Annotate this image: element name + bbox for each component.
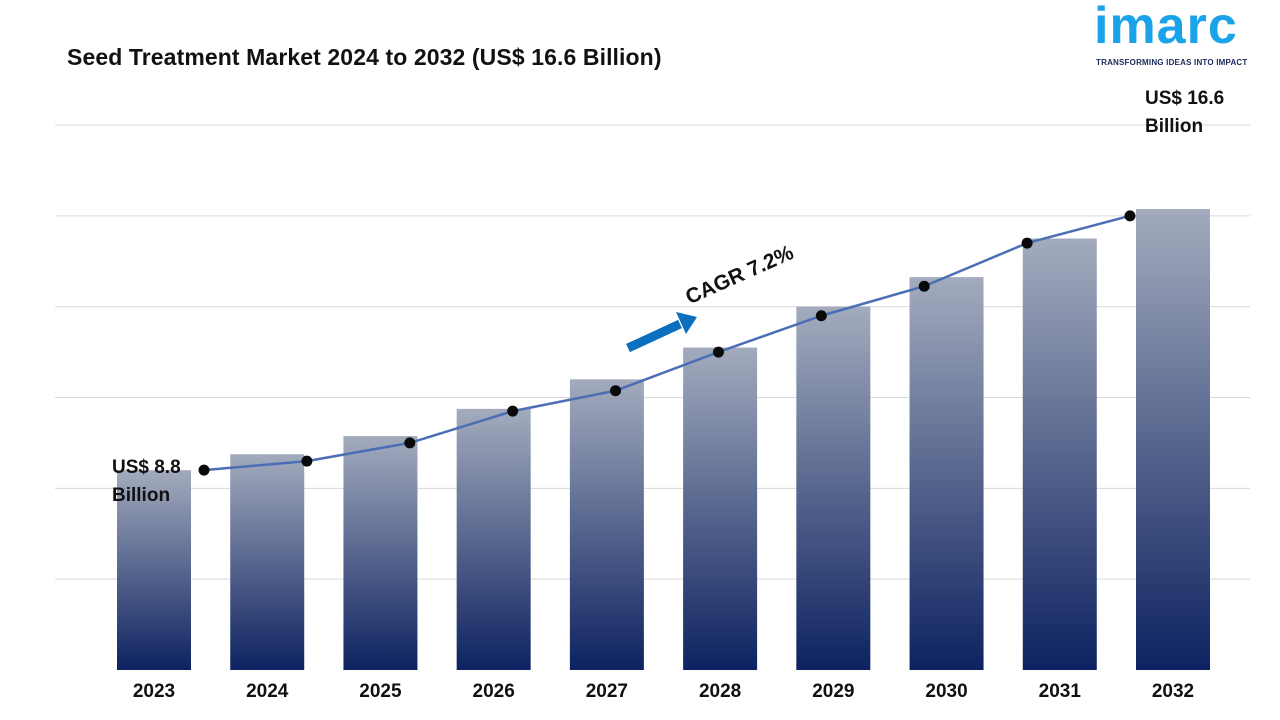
bar-2031 — [1022, 238, 1097, 670]
trend-line — [203, 214, 1131, 472]
x-tick-label: 2030 — [925, 681, 967, 702]
bar-series — [117, 209, 1210, 671]
bar-2030 — [909, 277, 984, 670]
cagr-arrow-shaft — [626, 319, 682, 353]
logo-tagline: TRANSFORMING IDEAS INTO IMPACT — [1096, 58, 1248, 67]
trend-point-2024 — [301, 455, 313, 467]
trend-point-2026 — [507, 405, 519, 417]
x-tick-label: 2026 — [473, 681, 515, 702]
trend-point-2032 — [1124, 210, 1136, 222]
bar-2028 — [683, 347, 758, 670]
trend-point-2030 — [918, 280, 930, 292]
trend-point-2027 — [610, 385, 622, 397]
cagr-arrow — [626, 312, 697, 353]
end-value-label: US$ 16.6 Billion — [1145, 85, 1224, 141]
x-tick-label: 2029 — [812, 681, 854, 702]
bar-2024 — [230, 454, 305, 670]
end-value-line1: US$ 16.6 — [1145, 88, 1225, 109]
bar-2023 — [117, 470, 191, 670]
start-value-line2: Billion — [112, 485, 171, 506]
start-value-label: US$ 8.8 Billion — [112, 454, 181, 510]
bar-2025 — [343, 436, 418, 670]
trend-point-2029 — [815, 310, 827, 322]
chart-title: Seed Treatment Market 2024 to 2032 (US$ … — [67, 44, 662, 70]
start-value-line1: US$ 8.8 — [112, 457, 181, 478]
x-axis-ticks: 2023 2024 2025 2026 2027 2028 2029 2030 2031 2032 — [133, 681, 1194, 702]
x-tick-label: 2027 — [586, 681, 628, 702]
trend-line-series — [198, 210, 1136, 476]
bar-2032 — [1136, 209, 1210, 671]
x-tick-label: 2025 — [359, 681, 402, 702]
trend-point-2031 — [1021, 237, 1033, 249]
trend-point-2025 — [404, 437, 416, 449]
end-value-line2: Billion — [1145, 116, 1204, 137]
x-tick-label: 2028 — [699, 681, 741, 702]
imarc-logo: imarc TRANSFORMING IDEAS INTO IMPACT — [1092, 0, 1252, 72]
x-tick-label: 2032 — [1152, 681, 1194, 702]
trend-point-2023 — [198, 464, 210, 476]
bar-2029 — [796, 306, 871, 670]
cagr-arrow-head — [676, 312, 697, 334]
bar-2026 — [456, 408, 531, 670]
logo-wordmark: imarc — [1094, 0, 1238, 55]
trend-point-2028 — [712, 346, 724, 358]
bar-2027 — [569, 379, 644, 670]
x-tick-label: 2031 — [1039, 681, 1082, 702]
x-tick-label: 2023 — [133, 681, 175, 702]
x-tick-label: 2024 — [246, 681, 289, 702]
